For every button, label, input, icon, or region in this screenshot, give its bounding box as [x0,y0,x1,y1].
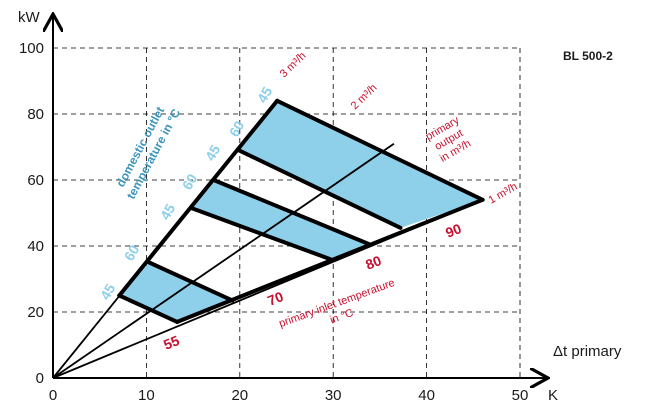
inlet-temperature-line [117,293,180,324]
boundary-edge-upper [117,98,280,298]
x-tick-label: 0 [49,387,57,404]
flow-label-3: 3 m³/h [278,50,309,80]
outlet-temp-45-a: 45 [97,281,119,303]
y-tick-label: 0 [36,370,44,387]
y-tick-label: 20 [27,304,44,321]
inlet-temp-80: 80 [363,252,384,273]
inlet-temperature-line [189,206,333,262]
outlet-temp-45-b: 45 [157,201,179,223]
inlet-temp-70: 70 [265,288,286,309]
temperature-band [191,180,370,260]
temperature-band [238,100,483,228]
chart-lines [52,98,485,379]
axes [53,16,546,378]
chart-title: BL 500-2 [563,49,613,63]
flow-label-1: 1 m³/h [487,181,520,207]
tick-labels: 0 10 20 30 40 50 0 20 40 60 80 100 [19,40,528,404]
outlet-temp-60-a: 60 [121,242,143,264]
x-tick-label: 40 [418,387,435,404]
outlet-temp-45-d: 45 [254,84,276,106]
boundary-edge-lower [175,197,485,324]
x-tick-label: 10 [138,387,155,404]
outlet-temp-60-b: 60 [179,171,201,193]
x-tick-label: 20 [231,387,248,404]
x-tick-label: 50 [512,387,529,404]
filled-bands [119,100,483,322]
x-tick-label: 30 [325,387,342,404]
y-tick-label: 80 [27,106,44,123]
x-unit: K [548,387,558,404]
x-axis-label: Δt primary [553,343,622,360]
y-tick-label: 40 [27,238,44,255]
inlet-temperature-line [211,178,372,247]
inlet-temperature-line [275,98,485,202]
outlet-temp-45-c: 45 [202,142,224,164]
inlet-temperature-line [236,148,403,230]
inlet-temp-55: 55 [161,332,182,353]
primary-output-annotation: primary output in m³/h [424,114,473,165]
y-tick-label: 100 [19,40,44,57]
flow-label-2: 2 m³/h [349,82,380,112]
y-unit: kW [18,9,41,26]
y-tick-label: 60 [27,172,44,189]
outlet-temp-60-c: 60 [226,118,248,140]
inlet-temperature-line [147,260,235,303]
inlet-temperature-annotation: primary inlet temperature in °C [277,277,396,330]
inlet-temp-90: 90 [443,220,464,241]
flow-line-2 [52,142,395,379]
